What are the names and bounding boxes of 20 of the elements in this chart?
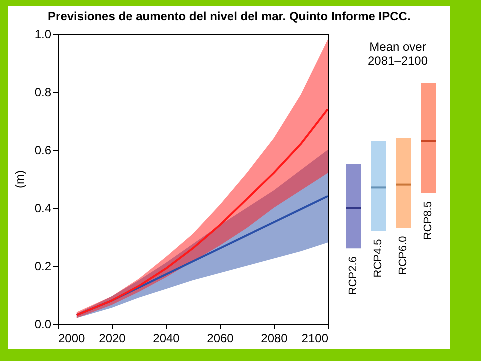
y-tick-label: 0.6: [34, 144, 52, 158]
y-tick-label: 0.8: [34, 86, 52, 100]
line-series: [76, 108, 329, 316]
y-tick-label: 0.0: [34, 318, 52, 332]
chart-title: Previsiones de aumento del nivel del mar. Quinto Informe IPCC.: [48, 10, 411, 24]
x-tick-label: 2060: [207, 332, 234, 346]
x-tick-label: 2020: [99, 332, 126, 346]
x-tick-label: 2100: [302, 332, 329, 346]
x-tick-label: 2040: [153, 332, 180, 346]
y-tick-label: 0.4: [34, 202, 52, 216]
x-tick-label: RCP4.5: [372, 239, 384, 278]
annotation: Mean over 2081–2100: [368, 40, 428, 68]
x-tick-label: 2000: [58, 332, 86, 346]
x-tick-label: RCP8.5: [422, 202, 434, 240]
y-tick-label: 0.2: [34, 260, 52, 274]
y-tick-label: 1.0: [34, 28, 52, 42]
x-tick-label: RCP6.0: [398, 236, 410, 275]
x-tick-label: 2080: [261, 332, 288, 346]
y-axis-title: (m): [12, 170, 27, 188]
x-tick-label: RCP2.6: [348, 256, 360, 296]
